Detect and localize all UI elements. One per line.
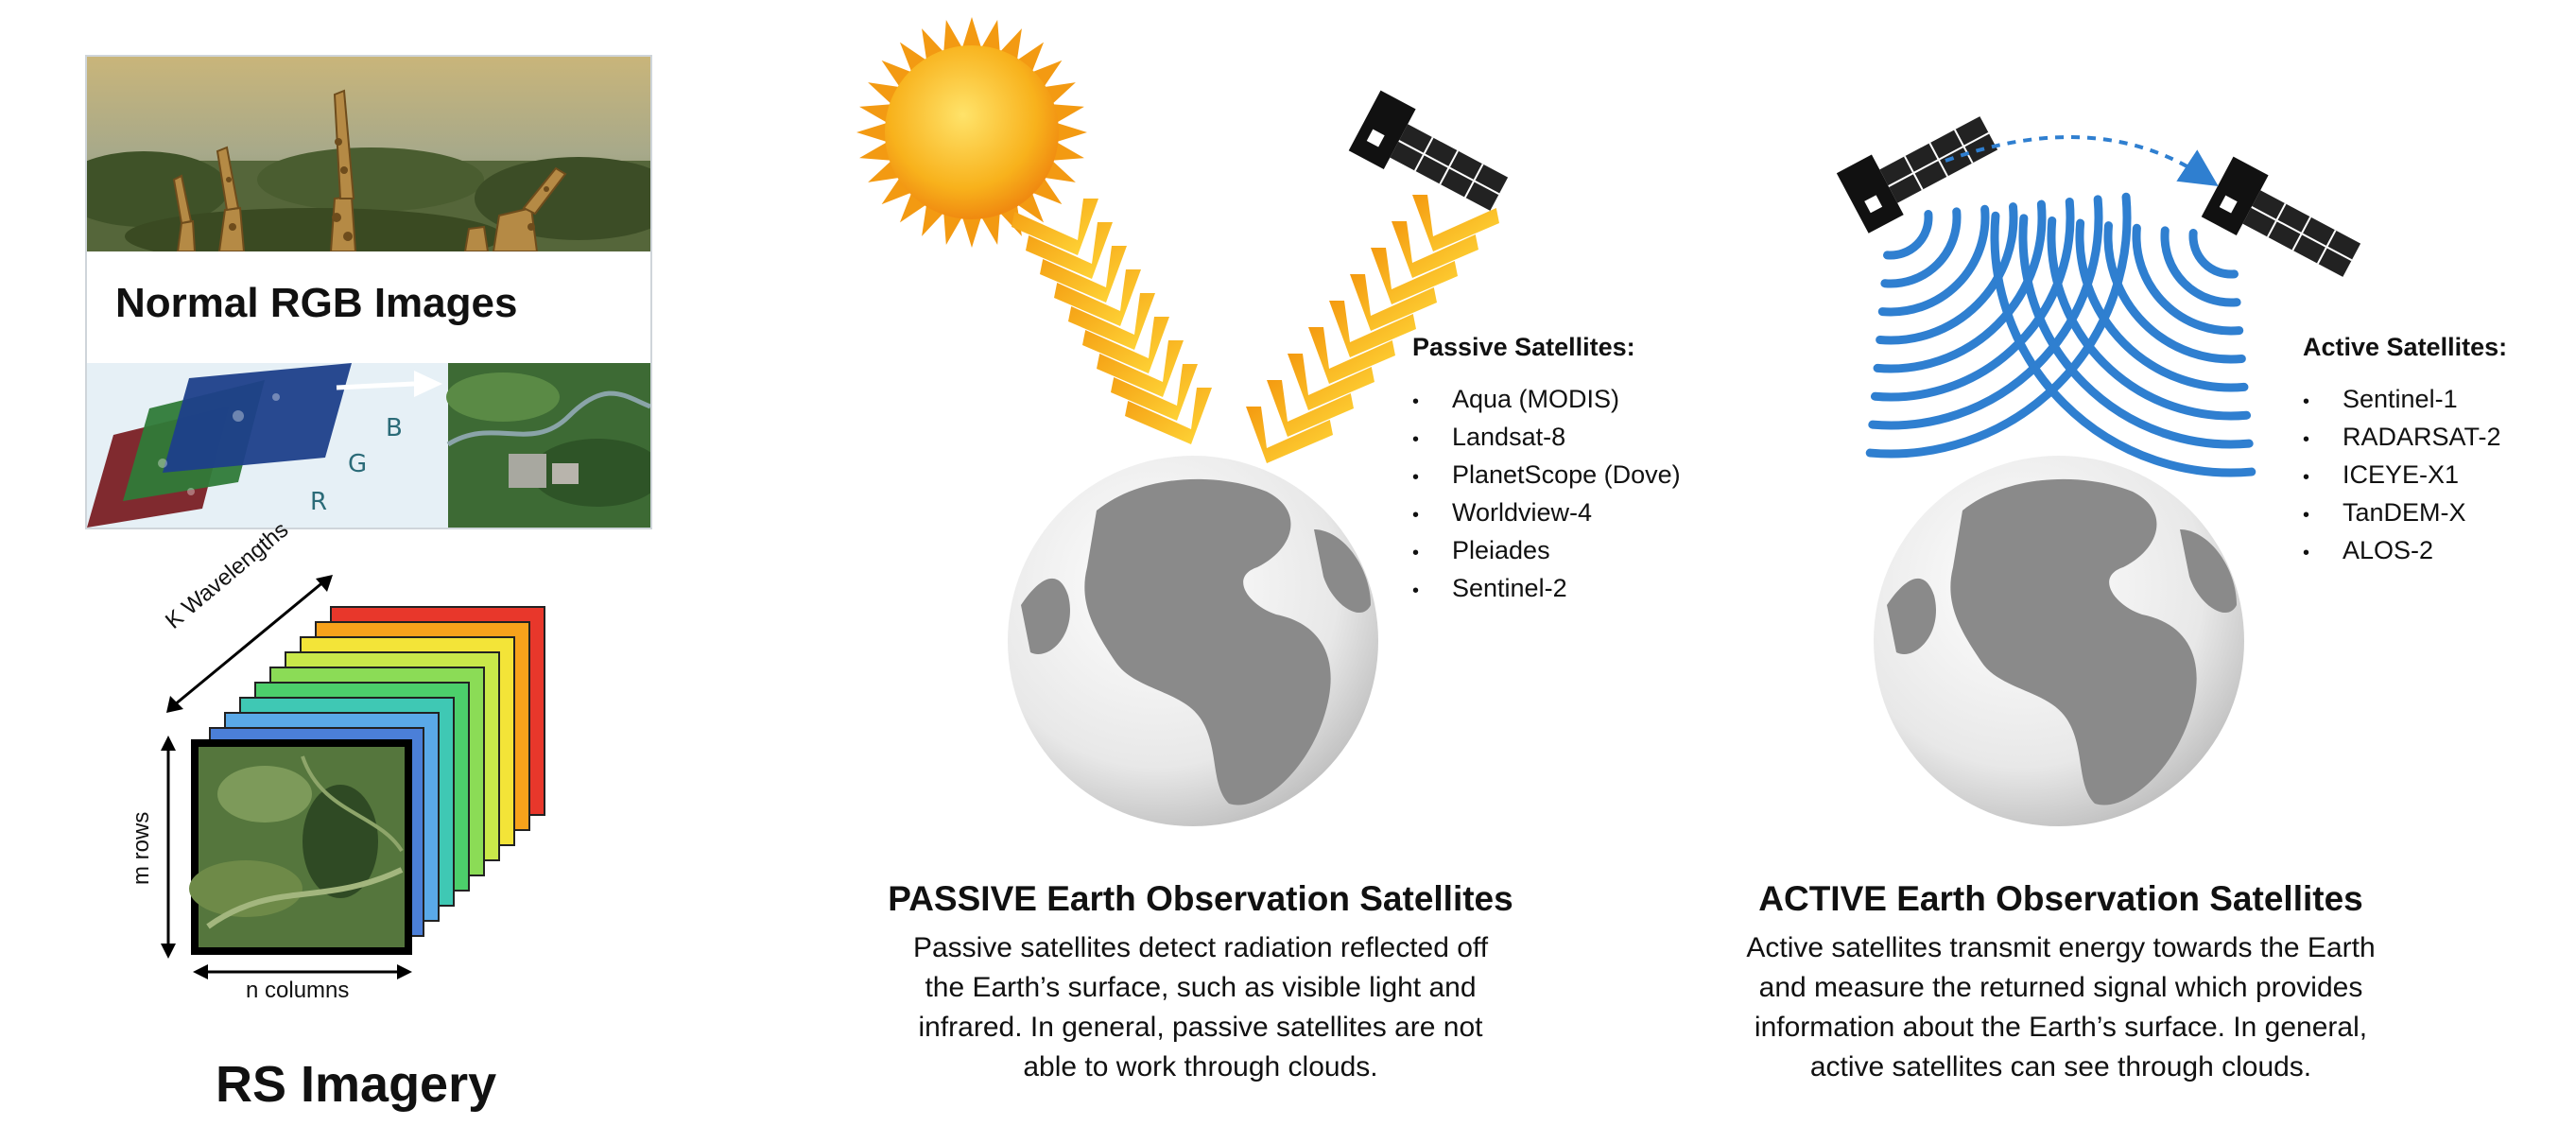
list-item: Worldview-4 [1412, 495, 1681, 533]
list-item: Aqua (MODIS) [1412, 382, 1681, 420]
list-item: ALOS-2 [2303, 533, 2501, 571]
passive-satellite-icon [1348, 90, 1509, 211]
transmitted-radar-waves [1865, 192, 2132, 459]
list-item: ICEYE-X1 [2303, 458, 2501, 495]
caption-line: Passive satellites detect radiation refl… [912, 932, 1489, 963]
caption-line: the Earth’s surface, such as visible lig… [925, 972, 1477, 1003]
rgb-panel: Normal RGB Images B G R [85, 55, 652, 529]
list-item: RADARSAT-2 [2303, 420, 2501, 458]
rs-imagery-title: RS Imagery [216, 1056, 497, 1113]
rs-imagery-panel: K Wavelengths m rows n columns [129, 517, 567, 1012]
list-item: Pleiades [1412, 533, 1681, 571]
active-satellite-right-icon [2201, 156, 2361, 277]
caption-line: and measure the returned signal which pr… [1758, 972, 2363, 1003]
rgb-title: Normal RGB Images [115, 280, 518, 326]
list-item: Sentinel-1 [2303, 382, 2501, 420]
incoming-radiation-chevrons [1011, 199, 1212, 444]
list-item: Sentinel-2 [1412, 571, 1681, 609]
active-caption-text: Active satellites transmit energy toward… [1664, 928, 2458, 1087]
axis-n-columns: n columns [246, 978, 350, 1003]
earth-globe-passive [1008, 456, 1378, 826]
active-list-title: Active Satellites: [2303, 333, 2508, 361]
list-item: Landsat-8 [1412, 420, 1681, 458]
hyperspectral-cube [161, 575, 545, 979]
earth-globe-active [1874, 456, 2244, 826]
band-label-r: R [310, 488, 328, 516]
passive-list-title: Passive Satellites: [1412, 333, 1635, 361]
list-item: PlanetScope (Dove) [1412, 458, 1681, 495]
passive-caption-title: PASSIVE Earth Observation Satellites [888, 879, 1513, 918]
active-caption-title: ACTIVE Earth Observation Satellites [1758, 879, 2363, 918]
giraffe-photo [87, 57, 650, 265]
band-label-g: G [348, 450, 368, 478]
sun-icon [856, 17, 1087, 248]
caption-line: Active satellites transmit energy toward… [1746, 932, 2376, 963]
active-satellite-list: Sentinel-1 RADARSAT-2 ICEYE-X1 TanDEM-X … [2303, 382, 2501, 571]
reflected-radiation-chevrons [1246, 195, 1499, 463]
active-satellite-left-icon [1836, 116, 1998, 234]
band-label-b: B [386, 414, 403, 442]
caption-line: able to work through clouds. [1023, 1051, 1378, 1082]
satellite-photo [446, 363, 650, 528]
rgb-illustration [87, 57, 650, 528]
passive-caption-text: Passive satellites detect radiation refl… [813, 928, 1588, 1087]
caption-line: active satellites can see through clouds… [1809, 1051, 2312, 1082]
front-satellite-image [189, 739, 412, 955]
satellite-orbit-arrow [1945, 135, 2219, 186]
returned-radar-waves [1990, 211, 2256, 477]
passive-satellite-list: Aqua (MODIS) Landsat-8 PlanetScope (Dove… [1412, 382, 1681, 609]
list-item: TanDEM-X [2303, 495, 2501, 533]
caption-line: information about the Earth’s surface. I… [1754, 1012, 2368, 1043]
rgb-bands [87, 363, 442, 528]
caption-line: infrared. In general, passive satellites… [918, 1012, 1483, 1043]
